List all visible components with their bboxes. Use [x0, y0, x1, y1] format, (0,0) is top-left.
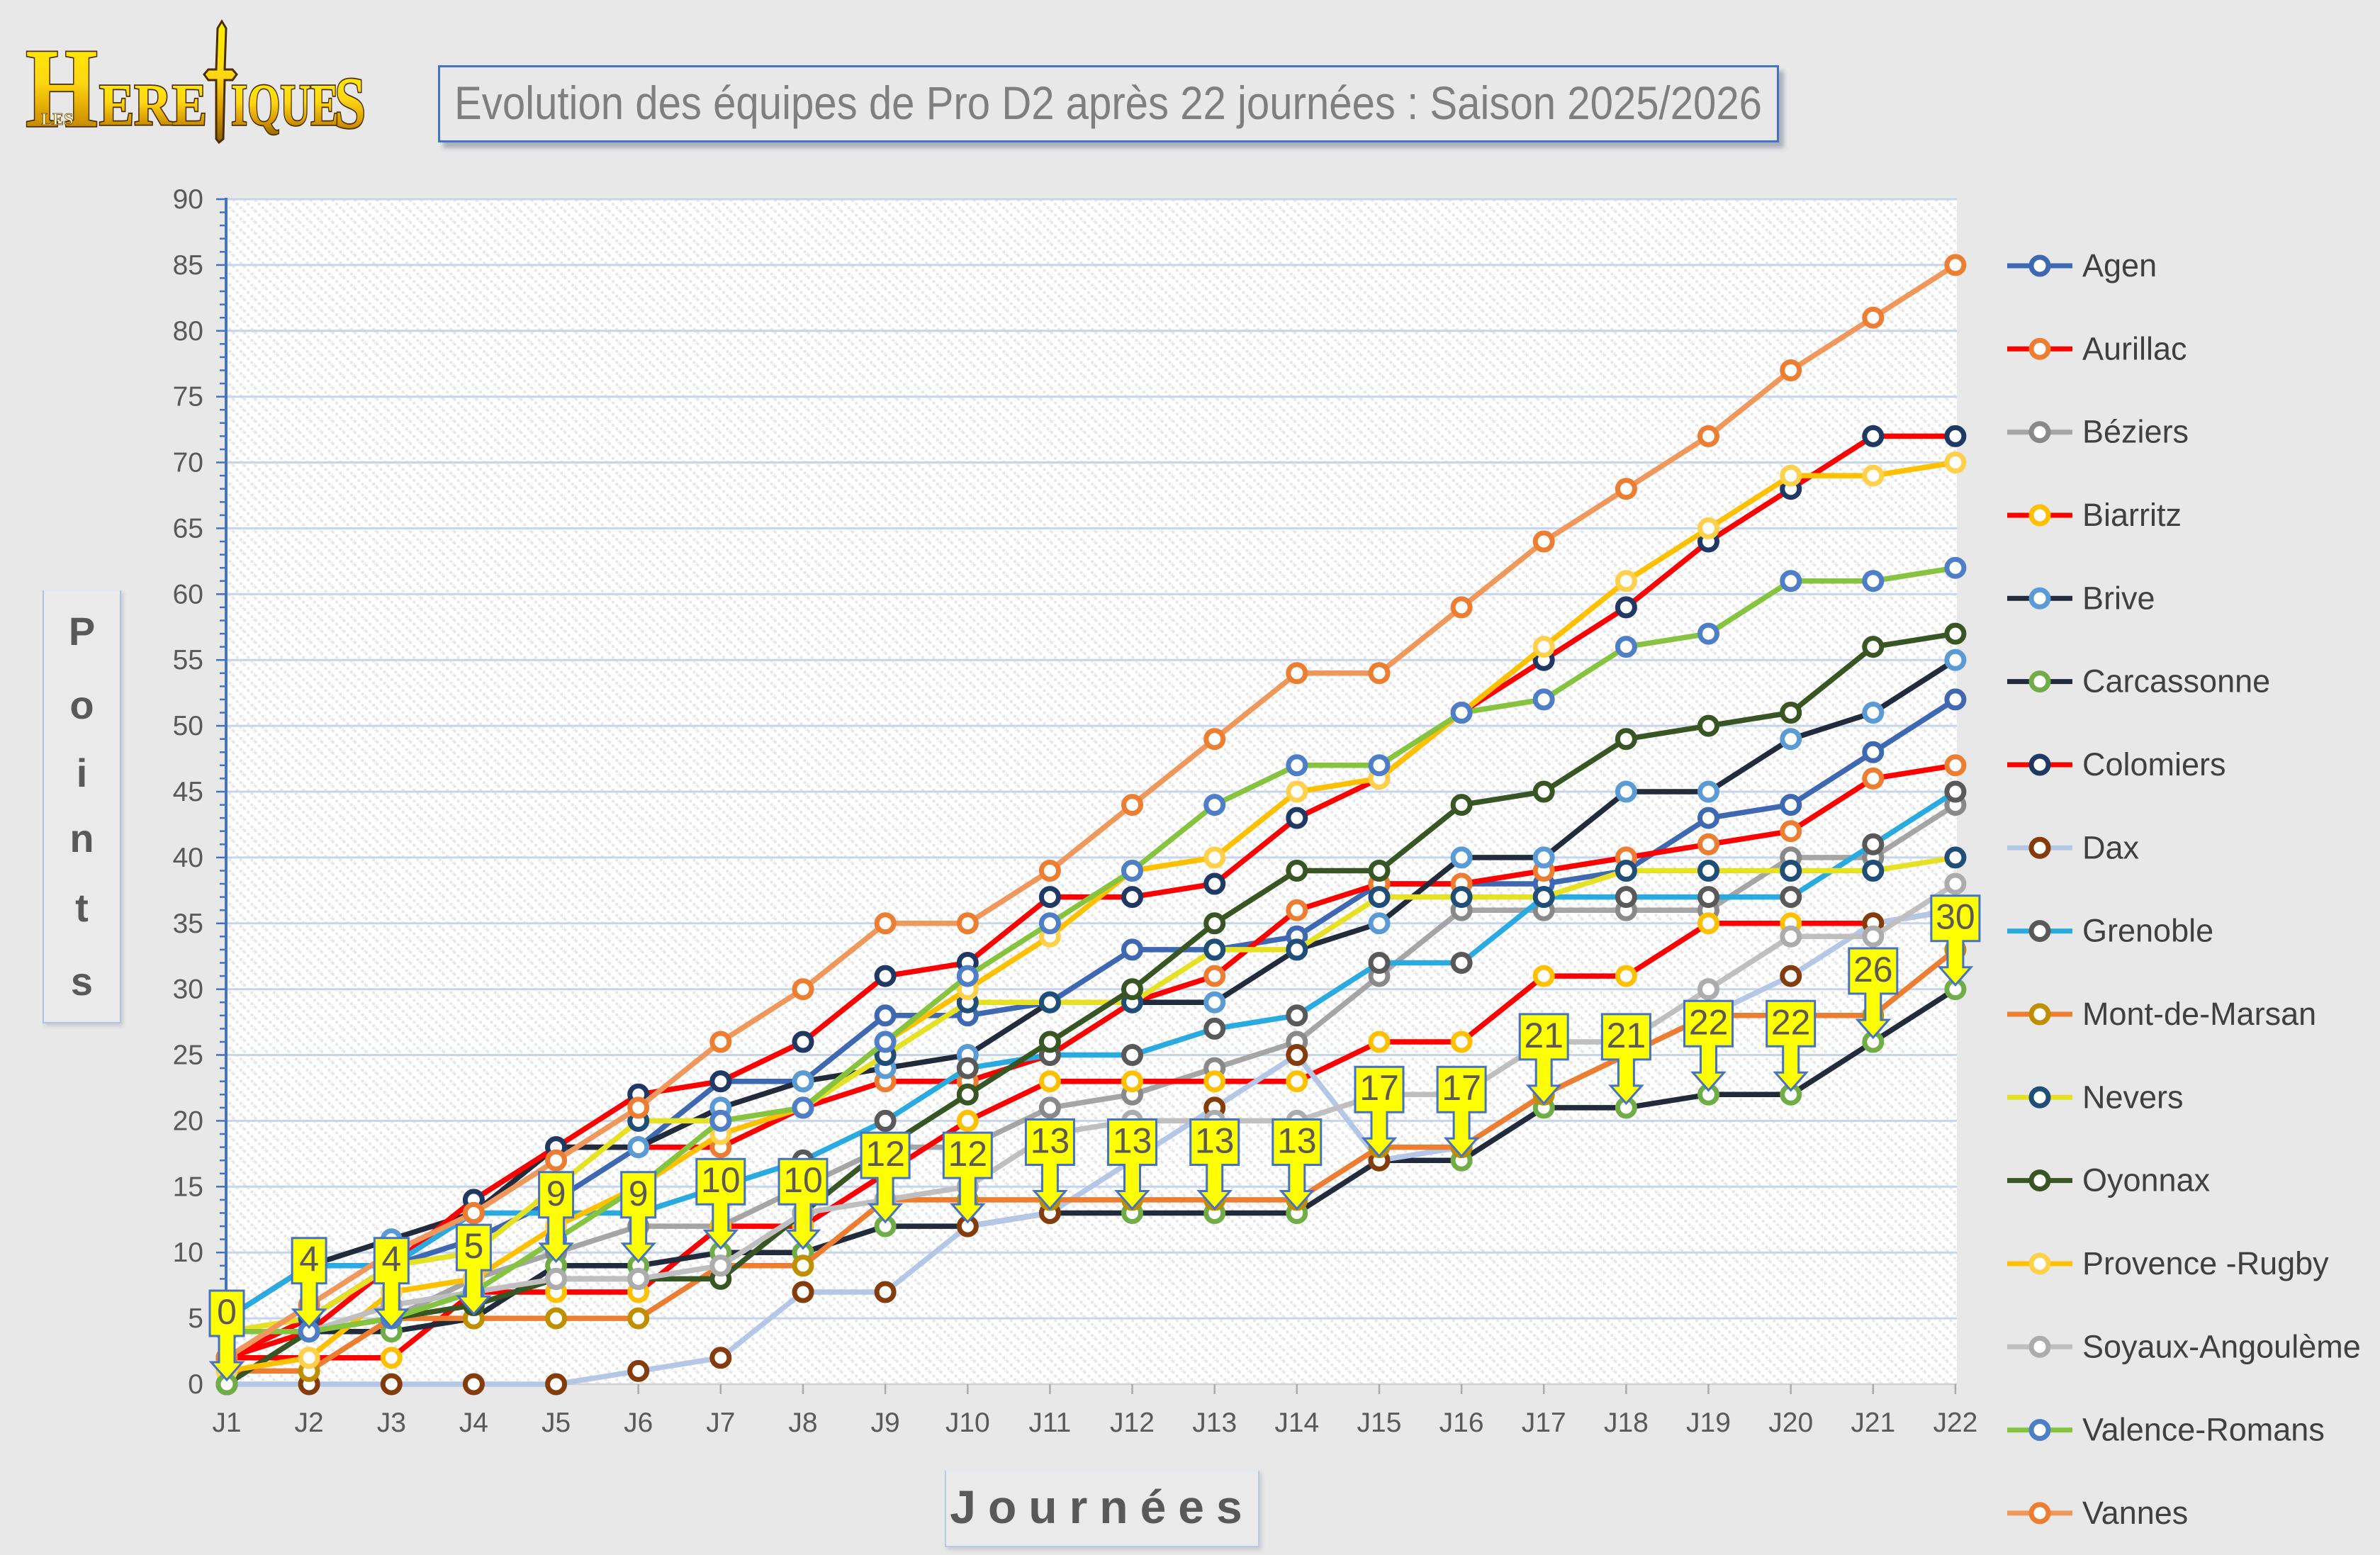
svg-text:J11: J11 — [1028, 1408, 1071, 1438]
svg-text:0: 0 — [188, 1369, 203, 1400]
svg-text:J5: J5 — [541, 1408, 571, 1438]
svg-text:J12: J12 — [1110, 1408, 1155, 1438]
svg-text:22: 22 — [1689, 1002, 1729, 1042]
svg-text:10: 10 — [173, 1237, 203, 1268]
svg-text:4: 4 — [299, 1240, 319, 1279]
svg-text:J22: J22 — [1933, 1408, 1977, 1438]
svg-text:Mont-de-Marsan: Mont-de-Marsan — [2082, 996, 2316, 1032]
svg-text:J17: J17 — [1522, 1408, 1566, 1438]
svg-text:LES: LES — [41, 111, 73, 129]
svg-text:IQUE: IQUE — [231, 72, 339, 138]
svg-text:80: 80 — [173, 316, 203, 347]
svg-text:J14: J14 — [1274, 1408, 1319, 1438]
svg-text:50: 50 — [173, 711, 203, 741]
svg-text:Grenoble: Grenoble — [2082, 913, 2213, 949]
svg-text:S: S — [335, 62, 366, 144]
svg-text:12: 12 — [948, 1134, 987, 1174]
svg-text:Biarritz: Biarritz — [2082, 497, 2182, 533]
svg-text:10: 10 — [701, 1160, 741, 1200]
svg-text:45: 45 — [173, 777, 203, 807]
svg-text:J2: J2 — [294, 1408, 323, 1438]
svg-text:85: 85 — [173, 250, 203, 281]
svg-text:J3: J3 — [377, 1408, 406, 1438]
svg-text:Provence -Rugby: Provence -Rugby — [2082, 1245, 2329, 1281]
svg-text:Colomiers: Colomiers — [2082, 746, 2226, 782]
svg-text:J21: J21 — [1851, 1408, 1895, 1438]
svg-text:J6: J6 — [624, 1408, 653, 1438]
svg-text:22: 22 — [1771, 1002, 1811, 1042]
svg-text:90: 90 — [173, 184, 203, 215]
svg-text:40: 40 — [173, 843, 203, 873]
svg-text:Oyonnax: Oyonnax — [2082, 1162, 2211, 1198]
svg-text:30: 30 — [1936, 897, 1975, 937]
svg-text:H: H — [26, 25, 98, 151]
svg-text:J20: J20 — [1768, 1408, 1813, 1438]
svg-text:Evolution des équipes de Pro D: Evolution des équipes de Pro D2 après 22… — [454, 77, 1762, 129]
svg-text:Valence-Romans: Valence-Romans — [2082, 1412, 2325, 1448]
svg-text:Vannes: Vannes — [2082, 1495, 2188, 1531]
svg-text:Aurillac: Aurillac — [2082, 330, 2187, 366]
svg-text:Nevers: Nevers — [2082, 1079, 2184, 1115]
svg-text:Dax: Dax — [2082, 829, 2140, 865]
svg-text:15: 15 — [173, 1172, 203, 1202]
svg-text:5: 5 — [188, 1303, 203, 1334]
svg-text:10: 10 — [783, 1160, 823, 1200]
svg-text:J8: J8 — [788, 1408, 817, 1438]
svg-text:35: 35 — [173, 909, 203, 939]
svg-text:55: 55 — [173, 645, 203, 675]
svg-text:70: 70 — [173, 448, 203, 478]
svg-text:26: 26 — [1853, 950, 1893, 989]
svg-text:ERE: ERE — [99, 72, 207, 138]
svg-text:30: 30 — [173, 975, 203, 1005]
svg-text:65: 65 — [173, 513, 203, 544]
svg-text:J9: J9 — [870, 1408, 899, 1438]
svg-text:60: 60 — [173, 579, 203, 610]
svg-text:13: 13 — [1277, 1121, 1317, 1161]
svg-text:J4: J4 — [459, 1408, 488, 1438]
svg-text:J18: J18 — [1604, 1408, 1649, 1438]
svg-text:Brive: Brive — [2082, 580, 2155, 616]
svg-text:J7: J7 — [706, 1408, 735, 1438]
svg-text:25: 25 — [173, 1040, 203, 1071]
svg-text:0: 0 — [217, 1292, 237, 1332]
svg-text:12: 12 — [865, 1134, 905, 1174]
svg-text:17: 17 — [1359, 1068, 1399, 1108]
svg-text:J19: J19 — [1686, 1408, 1731, 1438]
svg-text:Soyaux-Angoulème: Soyaux-Angoulème — [2082, 1328, 2361, 1364]
svg-text:17: 17 — [1442, 1068, 1481, 1108]
svg-text:20: 20 — [173, 1106, 203, 1136]
svg-text:J16: J16 — [1439, 1408, 1484, 1438]
svg-text:Carcassonne: Carcassonne — [2082, 663, 2270, 700]
svg-text:75: 75 — [173, 382, 203, 412]
svg-text:J1: J1 — [212, 1408, 241, 1438]
svg-text:9: 9 — [546, 1174, 566, 1213]
svg-text:21: 21 — [1607, 1016, 1646, 1055]
svg-text:21: 21 — [1524, 1016, 1564, 1055]
svg-text:9: 9 — [629, 1174, 649, 1213]
svg-text:J10: J10 — [945, 1408, 990, 1438]
svg-text:13: 13 — [1031, 1121, 1070, 1161]
svg-text:Béziers: Béziers — [2082, 414, 2189, 450]
svg-text:5: 5 — [464, 1226, 483, 1266]
svg-text:J15: J15 — [1357, 1408, 1402, 1438]
svg-text:13: 13 — [1113, 1121, 1152, 1161]
svg-text:J13: J13 — [1192, 1408, 1237, 1438]
svg-text:4: 4 — [381, 1240, 401, 1279]
svg-text:Agen: Agen — [2082, 247, 2157, 284]
svg-text:13: 13 — [1195, 1121, 1235, 1161]
